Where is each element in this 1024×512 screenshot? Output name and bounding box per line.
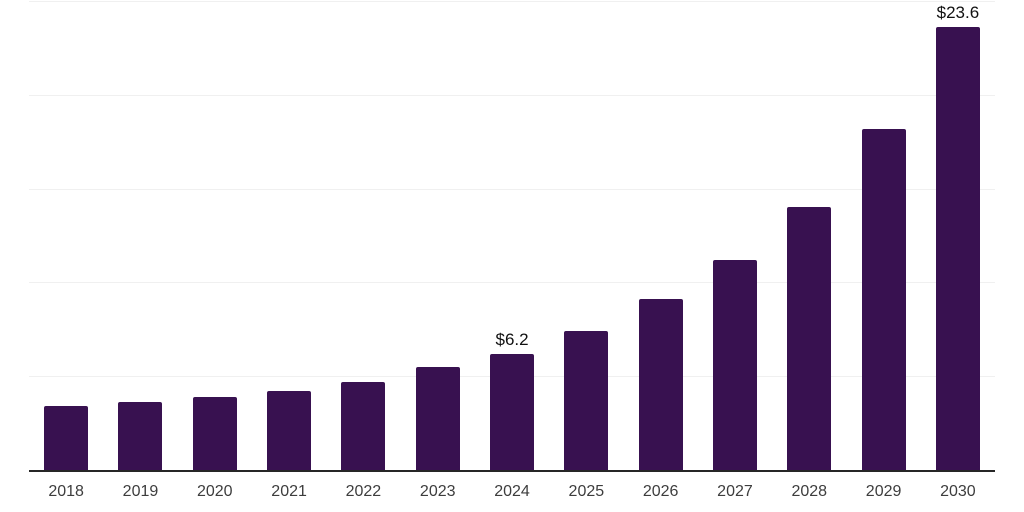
bar-group: 2018	[29, 1, 103, 500]
x-axis-tick-label: 2018	[48, 483, 84, 500]
bar-group: 2020	[178, 1, 252, 500]
x-axis-tick-label: 2026	[642, 483, 679, 500]
bar-group: 2027	[698, 1, 772, 500]
bar-group: 2021	[252, 1, 326, 500]
bar-2021[interactable]	[267, 391, 312, 470]
bar-2022[interactable]	[341, 381, 386, 470]
bar-2027[interactable]	[712, 259, 757, 470]
x-axis-tick-label: 2020	[196, 483, 233, 500]
gridline	[29, 188, 995, 190]
bar-2029[interactable]	[861, 128, 906, 470]
x-axis-tick-label: 2023	[419, 483, 456, 500]
x-axis-tick-label: 2024	[494, 483, 530, 500]
x-axis-tick-label: 2021	[271, 483, 307, 500]
bar-value-label: $6.2	[495, 329, 529, 349]
bar-2020[interactable]	[192, 396, 237, 470]
gridline	[29, 1, 995, 2]
bar-group: 2023	[401, 1, 475, 500]
bar-2019[interactable]	[118, 402, 163, 470]
bar-2025[interactable]	[564, 331, 609, 470]
bar-2023[interactable]	[415, 366, 460, 470]
x-axis-tick-label: 2030	[940, 483, 976, 500]
x-axis-tick-label: 2025	[568, 483, 605, 500]
bar-2030[interactable]	[935, 27, 980, 470]
bar-slots: 2018 2019 2020 2021 2022 2023 $6.2 2024 …	[29, 1, 995, 500]
bar-2018[interactable]	[44, 406, 89, 470]
bar-2024[interactable]	[490, 353, 535, 470]
bar-group: $6.2 2024	[475, 1, 549, 500]
bar-group: 2019	[103, 1, 177, 500]
bar-value-label: $23.6	[936, 3, 980, 23]
bar-group: 2028	[772, 1, 846, 500]
bar-2026[interactable]	[638, 299, 683, 470]
bar-2028[interactable]	[787, 207, 832, 470]
bar-group: 2026	[624, 1, 698, 500]
x-axis-tick-label: 2029	[865, 483, 902, 500]
x-axis-tick-label: 2022	[345, 483, 382, 500]
x-axis-tick-label: 2028	[791, 483, 828, 500]
gridline	[29, 94, 995, 96]
bar-group: 2025	[549, 1, 623, 500]
gridline	[29, 282, 995, 284]
x-axis-tick-label: 2027	[717, 483, 753, 500]
bar-group: 2022	[326, 1, 400, 500]
bar-group: 2029	[846, 1, 920, 500]
x-axis-tick-label: 2019	[122, 483, 159, 500]
plot-area: 2018 2019 2020 2021 2022 2023 $6.2 2024 …	[29, 1, 995, 500]
bar-group: $23.6 2030	[921, 1, 995, 500]
